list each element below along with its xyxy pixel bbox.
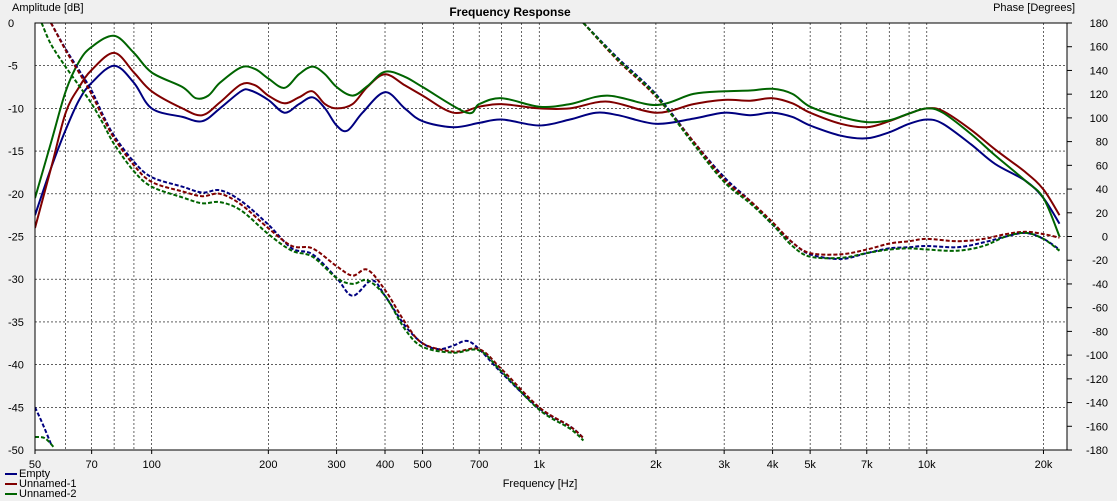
y-right-tick-label: 80 — [1096, 137, 1108, 149]
legend-label: Empty — [19, 468, 51, 480]
y-right-tick-label: 180 — [1090, 18, 1108, 30]
x-tick-label: 400 — [376, 459, 394, 471]
y-right-tick-label: -180 — [1086, 445, 1108, 457]
x-tick-label: 7k — [861, 459, 873, 471]
x-tick-label: 4k — [767, 459, 779, 471]
y-left-tick-label: -20 — [8, 189, 24, 201]
phase-line-empty — [50, 23, 585, 439]
y-left-tick-label: -45 — [8, 402, 24, 414]
y-right-tick-label: 160 — [1090, 42, 1108, 54]
y-right-tick-label: -40 — [1092, 279, 1108, 291]
y-right-tick-label: -160 — [1086, 421, 1108, 433]
y-axis-left-label: Amplitude [dB] — [12, 2, 84, 14]
y-left-tick-label: -10 — [8, 103, 24, 115]
y-right-tick-label: 100 — [1090, 113, 1108, 125]
phase-line-unnamed-2 — [582, 23, 1061, 260]
chart-title: Frequency Response — [449, 5, 571, 19]
x-tick-label: 700 — [470, 459, 488, 471]
legend-label: Unnamed-1 — [19, 478, 76, 490]
x-tick-label: 70 — [86, 459, 98, 471]
y-left-tick-label: 0 — [8, 18, 14, 30]
x-tick-label: 500 — [413, 459, 431, 471]
y-left-tick-label: -40 — [8, 360, 24, 372]
x-tick-label: 50 — [29, 459, 41, 471]
x-tick-label: 20k — [1035, 459, 1053, 471]
amplitude-line-unnamed-2 — [35, 34, 1061, 237]
y-right-tick-label: 60 — [1096, 160, 1108, 172]
x-tick-label: 2k — [650, 459, 662, 471]
y-right-tick-label: 20 — [1096, 208, 1108, 220]
y-left-tick-label: -50 — [8, 445, 24, 457]
y-left-tick-label: -25 — [8, 232, 24, 244]
y-right-tick-label: 40 — [1096, 184, 1108, 196]
x-tick-label: 1k — [533, 459, 545, 471]
phase-line-empty — [35, 406, 52, 445]
y-right-tick-label: -60 — [1092, 303, 1108, 315]
x-tick-label: 3k — [718, 459, 730, 471]
y-left-tick-label: -30 — [8, 274, 24, 286]
amplitude-line-empty — [35, 64, 1061, 225]
x-axis-label: Frequency [Hz] — [503, 478, 578, 490]
legend-label: Unnamed-2 — [19, 488, 76, 500]
y-left-tick-label: -5 — [8, 61, 18, 73]
y-right-tick-label: -120 — [1086, 374, 1108, 386]
y-right-tick-label: -20 — [1092, 255, 1108, 267]
x-tick-label: 5k — [804, 459, 816, 471]
y-right-tick-label: -140 — [1086, 398, 1108, 410]
series-layer — [35, 23, 1061, 449]
series-group — [35, 23, 1061, 449]
phase-line-unnamed-2 — [40, 23, 585, 442]
y-right-tick-label: -100 — [1086, 350, 1108, 362]
phase-line-unnamed-1 — [582, 23, 1060, 256]
x-tick-label: 10k — [918, 459, 936, 471]
y-axis-right-label: Phase [Degrees] — [993, 2, 1075, 14]
y-right-tick-label: 140 — [1090, 65, 1108, 77]
y-left-tick-label: -35 — [8, 317, 24, 329]
x-tick-label: 300 — [327, 459, 345, 471]
y-right-tick-label: 0 — [1102, 232, 1108, 244]
grid — [35, 23, 1067, 450]
y-left-tick-label: -15 — [8, 146, 24, 158]
x-tick-label: 200 — [259, 459, 277, 471]
ticks: 50 70 100 200 300 400 500 700 1k 2k 3k 4k 5k 7k 10k 20k… — [8, 18, 1108, 471]
y-right-tick-label: -80 — [1092, 326, 1108, 338]
x-tick-label: 100 — [142, 459, 160, 471]
phase-line-unnamed-2 — [35, 435, 55, 449]
y-right-tick-label: 120 — [1090, 89, 1108, 101]
